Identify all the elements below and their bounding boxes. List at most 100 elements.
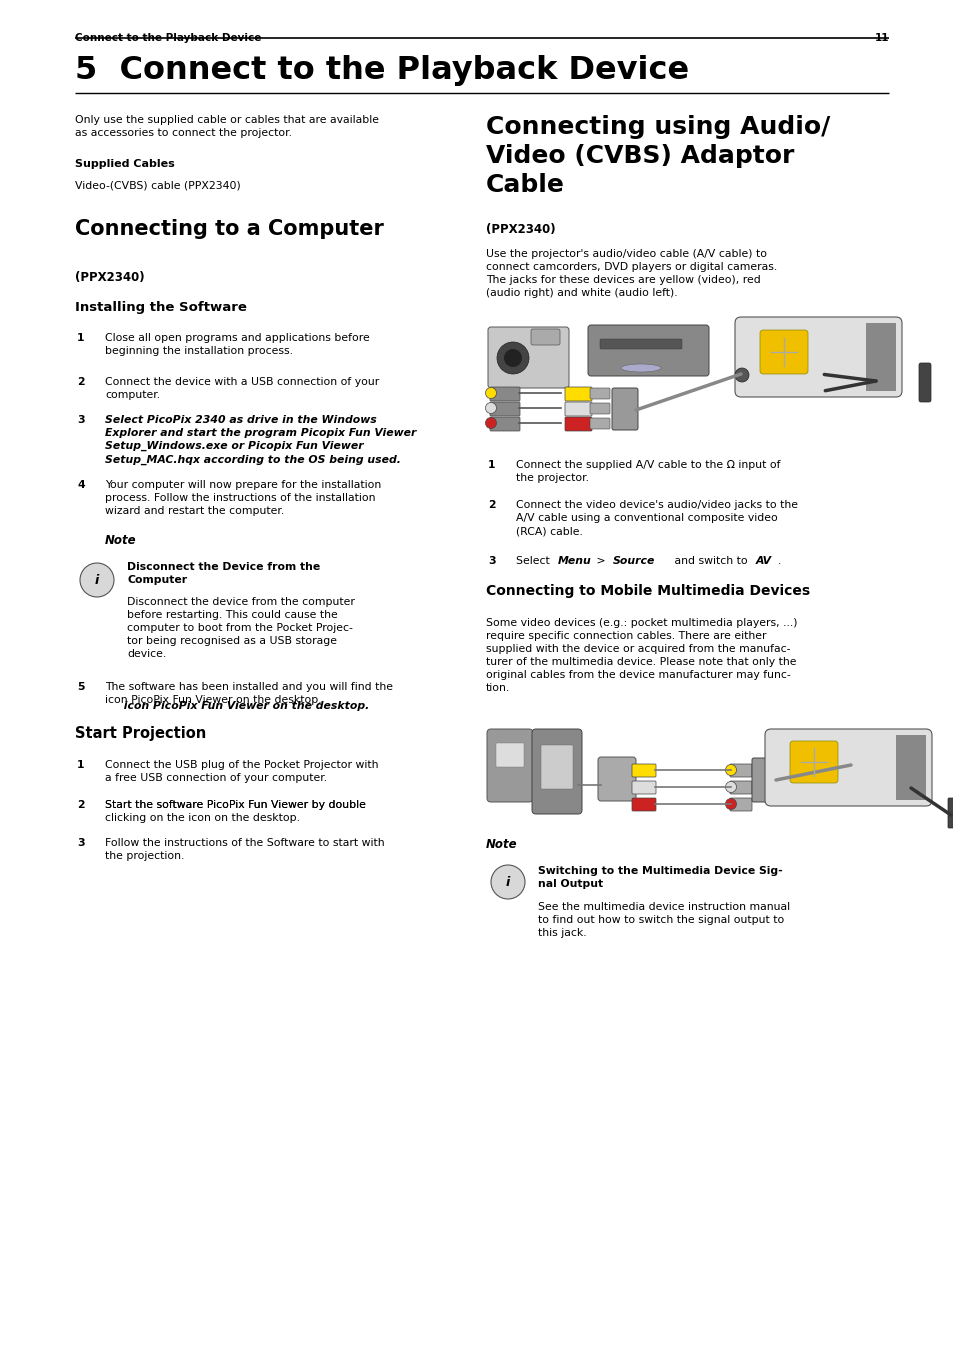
Circle shape bbox=[724, 781, 736, 792]
FancyBboxPatch shape bbox=[490, 387, 519, 402]
Text: Connect the USB plug of the Pocket Projector with
a free USB connection of your : Connect the USB plug of the Pocket Proje… bbox=[105, 760, 378, 783]
FancyBboxPatch shape bbox=[490, 416, 519, 431]
FancyBboxPatch shape bbox=[589, 388, 609, 399]
Text: Menu: Menu bbox=[558, 556, 591, 566]
Text: >: > bbox=[593, 556, 608, 566]
Text: Video-(CVBS) cable (PPX2340): Video-(CVBS) cable (PPX2340) bbox=[75, 181, 240, 191]
Text: Start Projection: Start Projection bbox=[75, 726, 206, 741]
Text: Some video devices (e.g.: pocket multimedia players, ...)
require specific conne: Some video devices (e.g.: pocket multime… bbox=[485, 618, 797, 694]
FancyBboxPatch shape bbox=[729, 798, 751, 811]
Text: Start the software PicoPix Fun Viewer by double
clicking on the icon on the desk: Start the software PicoPix Fun Viewer by… bbox=[105, 800, 366, 823]
FancyBboxPatch shape bbox=[947, 798, 953, 827]
Text: Only use the supplied cable or cables that are available
as accessories to conne: Only use the supplied cable or cables th… bbox=[75, 115, 378, 138]
FancyBboxPatch shape bbox=[631, 781, 656, 794]
Text: The software has been installed and you will find the
icon PicoPix Fun Viewer on: The software has been installed and you … bbox=[105, 681, 393, 704]
FancyBboxPatch shape bbox=[729, 764, 751, 777]
Text: Use the projector's audio/video cable (A/V cable) to
connect camcorders, DVD pla: Use the projector's audio/video cable (A… bbox=[485, 249, 777, 299]
FancyBboxPatch shape bbox=[599, 339, 681, 349]
Text: 2: 2 bbox=[77, 800, 85, 810]
Text: Follow the instructions of the Software to start with
the projection.: Follow the instructions of the Software … bbox=[105, 838, 384, 861]
Text: and switch to: and switch to bbox=[670, 556, 750, 566]
Text: .: . bbox=[778, 556, 781, 566]
Text: Installing the Software: Installing the Software bbox=[75, 301, 247, 314]
Text: Switching to the Multimedia Device Sig-
nal Output: Switching to the Multimedia Device Sig- … bbox=[537, 867, 781, 890]
FancyBboxPatch shape bbox=[631, 798, 656, 811]
FancyBboxPatch shape bbox=[540, 745, 573, 790]
Text: Connecting to Mobile Multimedia Devices: Connecting to Mobile Multimedia Devices bbox=[485, 584, 809, 598]
Text: 2: 2 bbox=[488, 500, 496, 510]
Text: 5  Connect to the Playback Device: 5 Connect to the Playback Device bbox=[75, 55, 688, 87]
Text: 2: 2 bbox=[77, 377, 85, 387]
Text: Your computer will now prepare for the installation
process. Follow the instruct: Your computer will now prepare for the i… bbox=[105, 480, 381, 516]
Text: Start the software PicoPix Fun Viewer by double: Start the software PicoPix Fun Viewer by… bbox=[105, 800, 366, 810]
Text: icon PicoPix Fun Viewer on the desktop.: icon PicoPix Fun Viewer on the desktop. bbox=[105, 700, 369, 711]
FancyBboxPatch shape bbox=[486, 729, 533, 802]
FancyBboxPatch shape bbox=[531, 329, 559, 345]
Text: 1: 1 bbox=[77, 333, 85, 343]
FancyBboxPatch shape bbox=[729, 781, 751, 794]
Text: 11: 11 bbox=[874, 32, 888, 43]
Circle shape bbox=[844, 757, 858, 771]
Text: 5: 5 bbox=[77, 681, 85, 692]
Text: See the multimedia device instruction manual
to find out how to switch the signa: See the multimedia device instruction ma… bbox=[537, 902, 789, 938]
FancyBboxPatch shape bbox=[589, 403, 609, 414]
Circle shape bbox=[724, 764, 736, 776]
Text: 1: 1 bbox=[488, 460, 495, 470]
Circle shape bbox=[497, 342, 529, 375]
FancyBboxPatch shape bbox=[490, 402, 519, 416]
FancyBboxPatch shape bbox=[760, 330, 807, 375]
Circle shape bbox=[485, 403, 496, 414]
Text: AV: AV bbox=[755, 556, 771, 566]
Text: Connect to the Playback Device: Connect to the Playback Device bbox=[75, 32, 261, 43]
Text: 1: 1 bbox=[77, 760, 85, 771]
FancyBboxPatch shape bbox=[564, 387, 592, 402]
FancyBboxPatch shape bbox=[734, 316, 901, 397]
FancyBboxPatch shape bbox=[789, 741, 837, 783]
Text: Select: Select bbox=[516, 556, 553, 566]
FancyBboxPatch shape bbox=[564, 416, 592, 431]
Text: Connecting using Audio/
Video (CVBS) Adaptor
Cable: Connecting using Audio/ Video (CVBS) Ada… bbox=[485, 115, 829, 196]
Circle shape bbox=[80, 562, 113, 598]
Text: Connect the video device's audio/video jacks to the
A/V cable using a convention: Connect the video device's audio/video j… bbox=[516, 500, 797, 537]
FancyBboxPatch shape bbox=[865, 323, 895, 391]
Circle shape bbox=[503, 349, 521, 366]
Circle shape bbox=[734, 368, 748, 383]
Text: Supplied Cables: Supplied Cables bbox=[75, 160, 174, 169]
FancyBboxPatch shape bbox=[764, 729, 931, 806]
Circle shape bbox=[724, 799, 736, 810]
Text: Connect the device with a USB connection of your
computer.: Connect the device with a USB connection… bbox=[105, 377, 379, 400]
Text: 3: 3 bbox=[77, 415, 85, 425]
Text: i: i bbox=[505, 876, 510, 888]
FancyBboxPatch shape bbox=[918, 362, 930, 402]
FancyBboxPatch shape bbox=[587, 324, 708, 376]
FancyBboxPatch shape bbox=[751, 758, 778, 802]
Text: 4: 4 bbox=[77, 480, 85, 489]
Circle shape bbox=[485, 388, 496, 399]
Text: (PPX2340): (PPX2340) bbox=[485, 223, 555, 237]
Text: Close all open programs and applications before
beginning the installation proce: Close all open programs and applications… bbox=[105, 333, 370, 356]
FancyBboxPatch shape bbox=[485, 315, 888, 450]
Circle shape bbox=[485, 418, 496, 429]
FancyBboxPatch shape bbox=[589, 418, 609, 429]
FancyBboxPatch shape bbox=[598, 757, 636, 800]
Ellipse shape bbox=[620, 364, 660, 372]
Text: Connect the supplied A/V cable to the Ω input of
the projector.: Connect the supplied A/V cable to the Ω … bbox=[516, 460, 780, 483]
FancyBboxPatch shape bbox=[895, 735, 925, 800]
FancyBboxPatch shape bbox=[612, 388, 638, 430]
Text: Disconnect the device from the computer
before restarting. This could cause the
: Disconnect the device from the computer … bbox=[127, 598, 355, 660]
FancyBboxPatch shape bbox=[564, 402, 592, 416]
Text: Disconnect the Device from the
Computer: Disconnect the Device from the Computer bbox=[127, 562, 320, 585]
Text: Connecting to a Computer: Connecting to a Computer bbox=[75, 219, 383, 239]
Text: 3: 3 bbox=[77, 838, 85, 848]
Text: (PPX2340): (PPX2340) bbox=[75, 270, 145, 284]
Text: 3: 3 bbox=[488, 556, 496, 566]
FancyBboxPatch shape bbox=[488, 327, 568, 388]
Text: Source: Source bbox=[613, 556, 655, 566]
FancyBboxPatch shape bbox=[532, 729, 581, 814]
Text: Select PicoPix 2340 as drive in the Windows
Explorer and start the program Picop: Select PicoPix 2340 as drive in the Wind… bbox=[105, 415, 416, 465]
Text: i: i bbox=[94, 573, 99, 587]
FancyBboxPatch shape bbox=[631, 764, 656, 777]
Text: Note: Note bbox=[105, 534, 136, 548]
Text: Note: Note bbox=[485, 838, 517, 850]
Circle shape bbox=[491, 865, 524, 899]
